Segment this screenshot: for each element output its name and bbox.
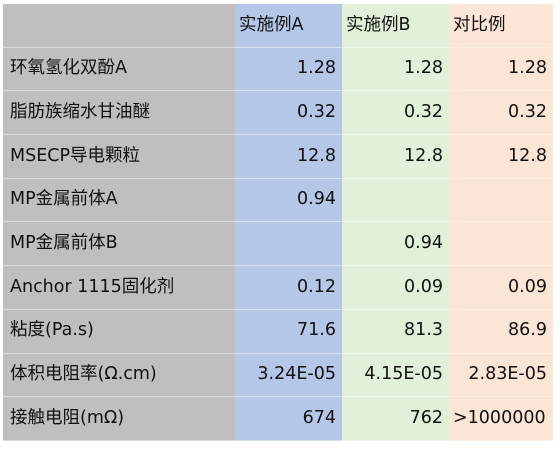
cell-example-b: 762 [342,397,449,441]
cell-comparative: 0.09 [449,266,553,310]
cell-comparative [449,222,553,267]
cell-example-a [235,222,342,267]
cell-example-a: 0.32 [235,91,342,136]
cell-example-a: 0.12 [235,266,342,310]
header-example-b: 实施例B [342,4,449,48]
comparison-table: 实施例A 实施例B 对比例 环氧氢化双酚A 1.28 1.28 1.28 脂肪族… [3,3,553,441]
cell-example-b: 0.09 [342,266,449,310]
cell-comparative: 1.28 [449,47,553,92]
cell-example-b: 1.28 [342,47,449,92]
cell-example-b: 12.8 [342,135,449,179]
header-corner [3,4,235,48]
cell-comparative: >1000000 [449,397,553,441]
cell-example-a: 71.6 [235,309,342,354]
cell-example-a: 12.8 [235,135,342,179]
header-example-a: 实施例A [235,4,342,48]
row-label: MP金属前体A [3,178,235,223]
cell-example-b: 0.32 [342,91,449,136]
row-label: MSECP导电颗粒 [3,135,235,179]
cell-comparative [449,178,553,223]
row-label: MP金属前体B [3,222,235,267]
row-label: 脂肪族缩水甘油醚 [3,91,235,136]
cell-example-b: 4.15E-05 [342,353,449,398]
cell-example-a: 1.28 [235,47,342,92]
cell-comparative: 12.8 [449,135,553,179]
row-label: 粘度(Pa.s) [3,309,235,354]
cell-comparative: 0.32 [449,91,553,136]
cell-example-a: 3.24E-05 [235,353,342,398]
cell-comparative: 86.9 [449,309,553,354]
row-label: Anchor 1115固化剂 [3,266,235,310]
row-label: 环氧氢化双酚A [3,47,235,92]
cell-example-b [342,178,449,223]
row-label: 接触电阻(mΩ) [3,397,235,441]
cell-example-b: 81.3 [342,309,449,354]
cell-example-a: 674 [235,397,342,441]
header-comparative: 对比例 [449,4,553,48]
row-label: 体积电阻率(Ω.cm) [3,353,235,398]
cell-comparative: 2.83E-05 [449,353,553,398]
cell-example-b: 0.94 [342,222,449,267]
cell-example-a: 0.94 [235,178,342,223]
